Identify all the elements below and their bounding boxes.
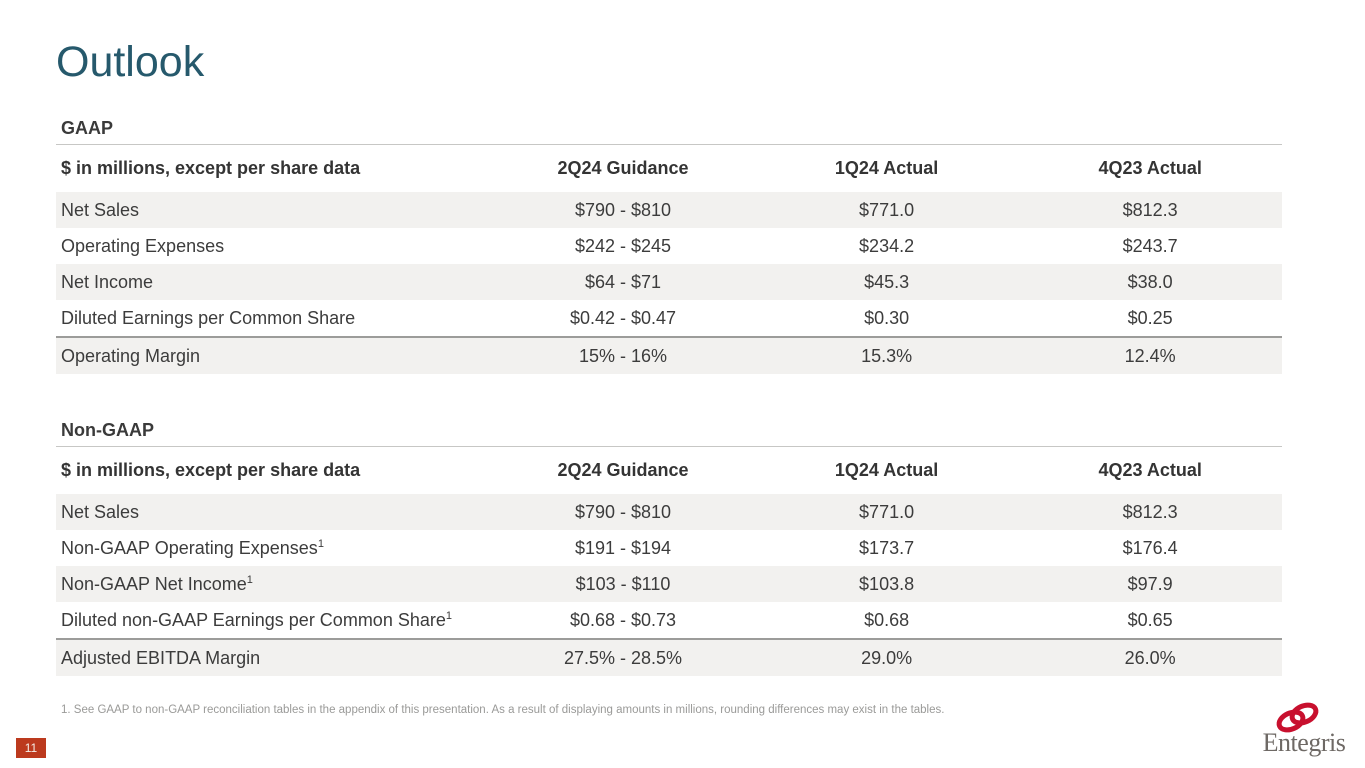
cell-4q23: $0.25	[1127, 307, 1173, 328]
cell-1q24: $103.8	[859, 573, 915, 594]
row-label: Non-GAAP Operating Expenses1	[56, 538, 491, 559]
table-row-nongaap-net-income: Non-GAAP Net Income1 $103 - $110 $103.8 …	[56, 566, 1282, 602]
footnote: 1. See GAAP to non-GAAP reconciliation t…	[61, 704, 945, 716]
cell-1q24: $771.0	[859, 501, 915, 522]
row-label-text: Operating Margin	[61, 345, 201, 366]
row-label-text: Diluted Earnings per Common Share	[61, 307, 356, 328]
cell-4q23: $38.0	[1127, 271, 1173, 292]
table-row-diluted-nongaap-eps: Diluted non-GAAP Earnings per Common Sha…	[56, 602, 1282, 638]
table-row-net-income: Net Income $64 - $71 $45.3 $38.0	[56, 264, 1282, 300]
table-row-operating-margin: Operating Margin 15% - 16% 15.3% 12.4%	[56, 336, 1282, 374]
row-label: Net Sales	[56, 200, 491, 221]
row-label: Net Sales	[56, 502, 491, 523]
row-label-superscript: 1	[317, 537, 324, 550]
entegris-wordmark: Entegris	[1262, 728, 1346, 757]
cell-guidance: 27.5% - 28.5%	[563, 647, 683, 668]
cell-4q23: $0.65	[1127, 609, 1173, 630]
cell-guidance: $64 - $71	[584, 271, 662, 292]
table-row-net-sales: Net Sales $790 - $810 $771.0 $812.3	[56, 192, 1282, 228]
row-label-text: Net Sales	[61, 199, 140, 220]
cell-guidance: $242 - $245	[574, 235, 672, 256]
page-title: Outlook	[56, 38, 205, 86]
row-label: Operating Margin	[56, 346, 491, 367]
nongaap-table-section: Non-GAAP $ in millions, except per share…	[56, 420, 1282, 676]
cell-1q24: $45.3	[864, 271, 910, 292]
row-label-text: Non-GAAP Net Income	[61, 573, 247, 594]
row-label-text: Non-GAAP Operating Expenses	[61, 537, 318, 558]
cell-4q23: 12.4%	[1124, 345, 1176, 366]
column-header-2q24-guidance: 2Q24 Guidance	[557, 460, 689, 480]
entegris-rings-icon	[1276, 702, 1319, 733]
row-label-text: Operating Expenses	[61, 235, 225, 256]
row-label-text: Adjusted EBITDA Margin	[61, 647, 261, 668]
cell-4q23: $243.7	[1122, 235, 1178, 256]
table-row-adjusted-ebitda-margin: Adjusted EBITDA Margin 27.5% - 28.5% 29.…	[56, 638, 1282, 676]
cell-1q24: 29.0%	[861, 647, 913, 668]
row-label: Diluted Earnings per Common Share	[56, 308, 491, 329]
cell-guidance: $0.68 - $0.73	[569, 609, 677, 630]
column-header-units: $ in millions, except per share data	[61, 460, 361, 480]
table-row-net-sales: Net Sales $790 - $810 $771.0 $812.3	[56, 494, 1282, 530]
row-label-superscript: 1	[445, 609, 452, 622]
cell-1q24: $0.68	[864, 609, 910, 630]
row-label: Diluted non-GAAP Earnings per Common Sha…	[56, 610, 491, 631]
section-heading-gaap: GAAP	[56, 118, 1282, 145]
cell-guidance: $790 - $810	[574, 501, 672, 522]
page-number: 11	[24, 741, 38, 755]
cell-4q23: $176.4	[1122, 537, 1178, 558]
table-header-row: $ in millions, except per share data 2Q2…	[56, 145, 1282, 192]
column-header-4q23-actual: 4Q23 Actual	[1098, 460, 1202, 480]
gaap-table-section: GAAP $ in millions, except per share dat…	[56, 118, 1282, 374]
cell-1q24: 15.3%	[861, 345, 913, 366]
row-label: Non-GAAP Net Income1	[56, 574, 491, 595]
column-header-units: $ in millions, except per share data	[61, 158, 361, 178]
table-header-row: $ in millions, except per share data 2Q2…	[56, 447, 1282, 494]
row-label-text: Diluted non-GAAP Earnings per Common Sha…	[61, 609, 446, 630]
cell-guidance: $191 - $194	[574, 537, 672, 558]
cell-guidance: $103 - $110	[575, 573, 671, 594]
entegris-logo: Entegris	[1256, 702, 1352, 756]
page-number-badge: 11	[16, 738, 46, 758]
cell-1q24: $173.7	[859, 537, 915, 558]
row-label-text: Net Sales	[61, 501, 140, 522]
column-header-1q24-actual: 1Q24 Actual	[834, 158, 939, 178]
row-label: Operating Expenses	[56, 236, 491, 257]
cell-4q23: $812.3	[1122, 501, 1178, 522]
table-row-nongaap-operating-expenses: Non-GAAP Operating Expenses1 $191 - $194…	[56, 530, 1282, 566]
cell-guidance: $0.42 - $0.47	[569, 307, 677, 328]
cell-1q24: $0.30	[864, 307, 910, 328]
row-label: Net Income	[56, 272, 491, 293]
column-header-4q23-actual: 4Q23 Actual	[1098, 158, 1202, 178]
section-heading-nongaap: Non-GAAP	[56, 420, 1282, 447]
row-label: Adjusted EBITDA Margin	[56, 648, 491, 669]
cell-4q23: $97.9	[1127, 573, 1173, 594]
column-header-1q24-actual: 1Q24 Actual	[834, 460, 939, 480]
column-header-2q24-guidance: 2Q24 Guidance	[557, 158, 689, 178]
table-row-operating-expenses: Operating Expenses $242 - $245 $234.2 $2…	[56, 228, 1282, 264]
cell-guidance: 15% - 16%	[578, 345, 668, 366]
cell-4q23: 26.0%	[1124, 647, 1176, 668]
cell-4q23: $812.3	[1122, 199, 1178, 220]
cell-guidance: $790 - $810	[574, 199, 672, 220]
table-row-diluted-eps: Diluted Earnings per Common Share $0.42 …	[56, 300, 1282, 336]
cell-1q24: $234.2	[859, 235, 915, 256]
cell-1q24: $771.0	[859, 199, 915, 220]
row-label-superscript: 1	[246, 573, 253, 586]
row-label-text: Net Income	[61, 271, 154, 292]
